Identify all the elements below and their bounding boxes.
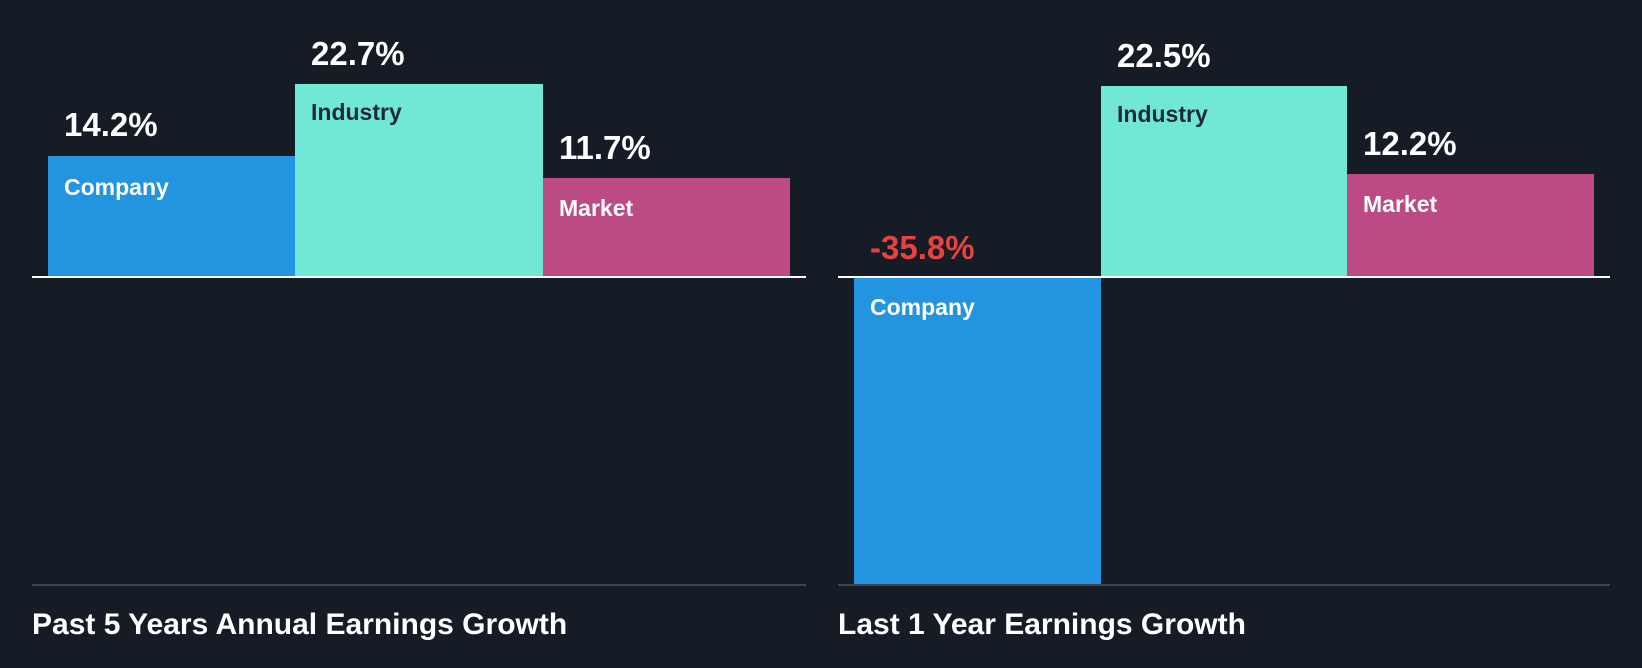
zero-baseline <box>838 276 1610 278</box>
bar-market: Market <box>543 178 790 276</box>
bar-label-industry: Industry <box>1117 101 1208 127</box>
bar-company: Company <box>48 156 295 276</box>
bar-label-industry: Industry <box>311 99 402 125</box>
chart-title: Last 1 Year Earnings Growth <box>838 608 1246 641</box>
bottom-axis-line <box>838 584 1610 586</box>
bar-company: Company <box>854 278 1101 584</box>
bar-label-market: Market <box>559 195 634 221</box>
bar-market: Market <box>1347 174 1594 276</box>
value-label-industry: 22.7% <box>311 35 405 72</box>
chart-past-5-years: 14.2% Company 22.7% Industry 11.7% Marke… <box>32 35 806 641</box>
value-label-market: 12.2% <box>1363 125 1457 162</box>
bar-industry: Industry <box>1101 86 1347 276</box>
bar-label-company: Company <box>870 294 975 320</box>
value-label-industry: 22.5% <box>1117 37 1211 74</box>
bottom-axis-line <box>32 584 806 586</box>
value-label-company: -35.8% <box>870 229 975 266</box>
value-label-market: 11.7% <box>559 129 651 166</box>
value-label-company: 14.2% <box>64 106 158 143</box>
bar-label-company: Company <box>64 174 169 200</box>
bar-label-market: Market <box>1363 191 1438 217</box>
chart-title: Past 5 Years Annual Earnings Growth <box>32 608 568 641</box>
bar-industry: Industry <box>295 84 543 276</box>
zero-baseline <box>32 276 806 278</box>
